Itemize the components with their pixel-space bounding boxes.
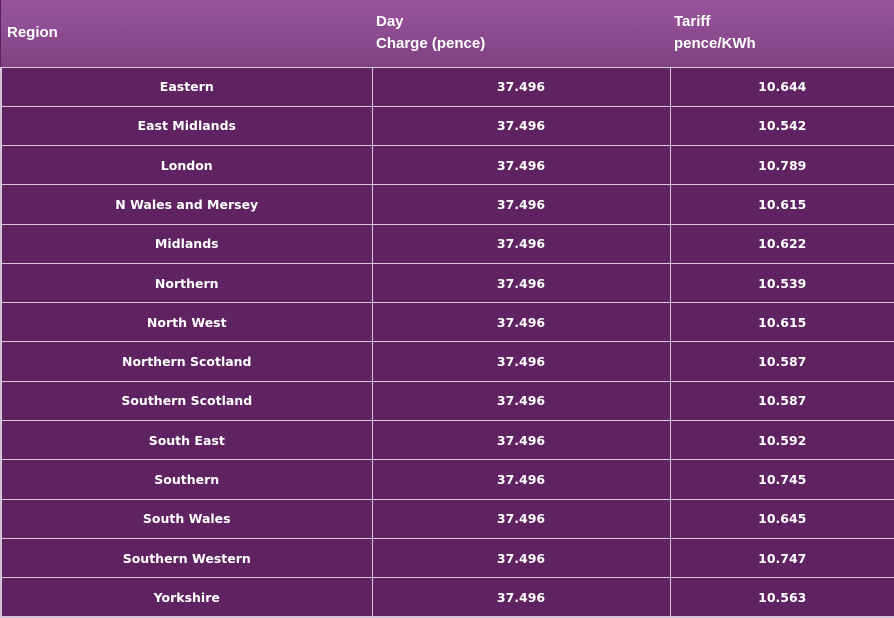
table-row: Southern Western 37.496 10.747 — [0, 537, 894, 579]
table-row: Northern Scotland 37.496 10.587 — [0, 341, 894, 382]
cell-tariff: 10.745 — [669, 459, 894, 500]
cell-day-charge: 37.496 — [371, 145, 671, 186]
cell-tariff: 10.539 — [669, 262, 894, 304]
cell-region: Eastern — [0, 66, 373, 107]
header-tariff-line2: pence/KWh — [674, 35, 756, 53]
cell-region: Midlands — [0, 223, 373, 264]
cell-day-charge: 37.496 — [371, 498, 671, 539]
table-row: North West 37.496 10.615 — [0, 302, 894, 343]
cell-region: East Midlands — [0, 105, 373, 147]
cell-tariff: 10.563 — [669, 577, 894, 618]
cell-tariff: 10.542 — [669, 105, 894, 147]
cell-region: North West — [0, 302, 373, 343]
cell-day-charge: 37.496 — [371, 341, 671, 382]
table-row: Eastern 37.496 10.644 — [0, 66, 894, 107]
cell-tariff: 10.645 — [669, 498, 894, 539]
table-row: Southern Scotland 37.496 10.587 — [0, 380, 894, 422]
table-row: N Wales and Mersey 37.496 10.615 — [0, 184, 894, 225]
cell-region: Northern — [0, 262, 373, 304]
table-row: East Midlands 37.496 10.542 — [0, 105, 894, 147]
cell-region: Southern Western — [0, 537, 373, 579]
cell-tariff: 10.587 — [669, 380, 894, 422]
cell-day-charge: 37.496 — [371, 459, 671, 500]
cell-day-charge: 37.496 — [371, 577, 671, 618]
header-day-charge: Day Charge (pence) — [372, 0, 670, 67]
cell-day-charge: 37.496 — [371, 302, 671, 343]
cell-tariff: 10.592 — [669, 420, 894, 461]
cell-day-charge: 37.496 — [371, 420, 671, 461]
table-row: Southern 37.496 10.745 — [0, 459, 894, 500]
cell-day-charge: 37.496 — [371, 105, 671, 147]
header-region-label: Region — [7, 24, 58, 42]
cell-day-charge: 37.496 — [371, 66, 671, 107]
header-row: Region Day Charge (pence) Tariff pence/K… — [1, 0, 894, 67]
cell-region: Southern — [0, 459, 373, 500]
cell-tariff: 10.789 — [669, 145, 894, 186]
cell-day-charge: 37.496 — [371, 380, 671, 422]
cell-tariff: 10.615 — [669, 184, 894, 225]
cell-tariff: 10.587 — [669, 341, 894, 382]
cell-tariff: 10.747 — [669, 537, 894, 579]
table-header: Region Day Charge (pence) Tariff pence/K… — [1, 0, 894, 67]
table-row: South East 37.496 10.592 — [0, 420, 894, 461]
cell-tariff: 10.622 — [669, 223, 894, 264]
cell-tariff: 10.615 — [669, 302, 894, 343]
cell-day-charge: 37.496 — [371, 223, 671, 264]
cell-region: Southern Scotland — [0, 380, 373, 422]
table-row: Midlands 37.496 10.622 — [0, 223, 894, 264]
cell-region: N Wales and Mersey — [0, 184, 373, 225]
cell-day-charge: 37.496 — [371, 184, 671, 225]
cell-region: South East — [0, 420, 373, 461]
table-row: South Wales 37.496 10.645 — [0, 498, 894, 539]
header-region: Region — [1, 0, 372, 67]
cell-tariff: 10.644 — [669, 66, 894, 107]
cell-region: Northern Scotland — [0, 341, 373, 382]
cell-day-charge: 37.496 — [371, 537, 671, 579]
table-row: Northern 37.496 10.539 — [0, 262, 894, 304]
cell-region: South Wales — [0, 498, 373, 539]
header-day-charge-line1: Day — [376, 13, 404, 31]
cell-day-charge: 37.496 — [371, 262, 671, 304]
header-tariff: Tariff pence/KWh — [670, 0, 894, 67]
cell-region: London — [0, 145, 373, 186]
header-tariff-line1: Tariff — [674, 13, 711, 31]
header-day-charge-line2: Charge (pence) — [376, 35, 486, 53]
table-body: Eastern 37.496 10.644 East Midlands 37.4… — [0, 66, 894, 618]
cell-region: Yorkshire — [0, 577, 373, 618]
table-row: Yorkshire 37.496 10.563 — [0, 577, 894, 618]
table-row: London 37.496 10.789 — [0, 145, 894, 186]
